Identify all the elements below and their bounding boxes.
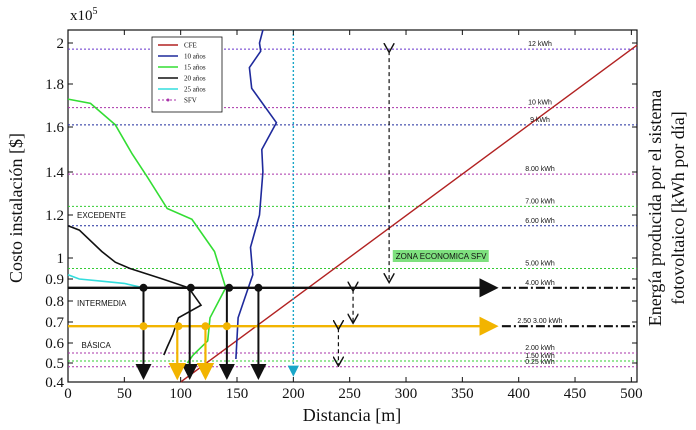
x-tick-label: 0 <box>64 386 72 402</box>
x-tick-label: 450 <box>564 386 587 402</box>
x-tick-label: 50 <box>117 386 132 402</box>
zone-label: BÁSICA <box>82 341 112 350</box>
annotation-labels: 12 kWh 10 kWh 9 kWh 8.00 kWh 7.00 kWh 6.00 kW… <box>77 41 563 366</box>
series-line-15-años <box>67 98 227 364</box>
y-tick-label: 0.9 <box>45 272 64 288</box>
y-tick-label: 1.8 <box>45 77 64 93</box>
level-label: 2.50 3.00 kWh <box>517 318 562 325</box>
legend-label: CFE <box>184 42 197 50</box>
x-tick-label: 100 <box>169 386 192 402</box>
black-point <box>186 283 195 292</box>
x-tick-label: 300 <box>395 386 418 402</box>
energy-level-label: 9 kWh <box>530 117 550 124</box>
annotation-marks <box>68 30 637 381</box>
yellow-point <box>174 322 183 331</box>
energy-level-label: 6.00 kWh <box>525 218 555 225</box>
zone-label: EXCEDENTE <box>77 211 126 220</box>
black-point <box>254 283 263 292</box>
legend-swatch-dot <box>166 98 170 102</box>
x-tick-label: 500 <box>620 386 643 402</box>
energy-level-label: 1.50 kWh <box>525 353 555 360</box>
zone-economica-label: ZONA ECONOMICA SFV <box>396 252 487 261</box>
energy-level-label: 12 kWh <box>528 41 552 48</box>
x-tick-label: 350 <box>451 386 474 402</box>
yellow-point <box>201 322 210 331</box>
y-tick-label: 1.2 <box>45 208 64 224</box>
zone-label: INTERMEDIA <box>77 299 127 308</box>
energy-level-label: 5.00 kWh <box>525 261 555 268</box>
energy-level-label: 2.00 kWh <box>525 345 555 352</box>
energy-level-label: 8.00 kWh <box>525 166 555 173</box>
y-multiplier: x105 <box>70 6 98 24</box>
legend-label: 15 años <box>184 64 206 72</box>
y-tick-label: 0.6 <box>45 336 64 352</box>
x-axis-label: Distancia [m] <box>303 405 401 425</box>
yellow-point <box>222 322 231 331</box>
level-label: 4.00 kWh <box>525 280 555 287</box>
legend-label: SFV <box>184 97 197 105</box>
yellow-point <box>139 322 148 331</box>
series-line-20-años <box>67 225 203 356</box>
y-tick-label: 0.4 <box>45 375 64 391</box>
y-axis-label: Costo instalación [$] <box>6 133 26 283</box>
y2-axis-label-line2: fotovoltaico [kWh por día] <box>668 111 688 304</box>
legend-label: 25 años <box>184 86 206 94</box>
black-point <box>139 283 148 292</box>
energy-level-lines <box>68 48 637 368</box>
y2-axis-label-line1: Energía producida por el sistema <box>645 90 665 327</box>
axis-ticks: 0 50 100 150 200 250 300 350 400 450 500 0.4 0.5 0.6 0… <box>45 30 643 402</box>
series-line-25-años <box>67 274 144 289</box>
y-tick-label: 0.5 <box>45 356 64 372</box>
black-point <box>225 283 234 292</box>
y-tick-label: 1.6 <box>45 120 64 136</box>
y-tick-label: 1 <box>57 251 65 267</box>
x-tick-label: 200 <box>282 386 305 402</box>
energy-level-label: 0.25 kWh <box>525 359 555 366</box>
energy-level-label: 10 kWh <box>528 100 552 107</box>
x-tick-label: 150 <box>226 386 249 402</box>
energy-level-label: 7.00 kWh <box>525 198 555 205</box>
x-tick-label: 400 <box>507 386 530 402</box>
x-tick-label: 250 <box>338 386 361 402</box>
y-tick-label: 0.8 <box>45 294 64 310</box>
legend-label: 10 años <box>184 53 206 61</box>
legend-label: 20 años <box>184 75 206 83</box>
zone-economica-bg <box>392 250 489 262</box>
y-tick-label: 2 <box>57 36 65 52</box>
y-tick-label: 1.4 <box>45 165 64 181</box>
legend: CFE 10 años 15 años 20 años 25 años SFV <box>151 36 223 113</box>
y-tick-label: 0.7 <box>45 315 64 331</box>
series-line-10-años <box>235 29 278 360</box>
